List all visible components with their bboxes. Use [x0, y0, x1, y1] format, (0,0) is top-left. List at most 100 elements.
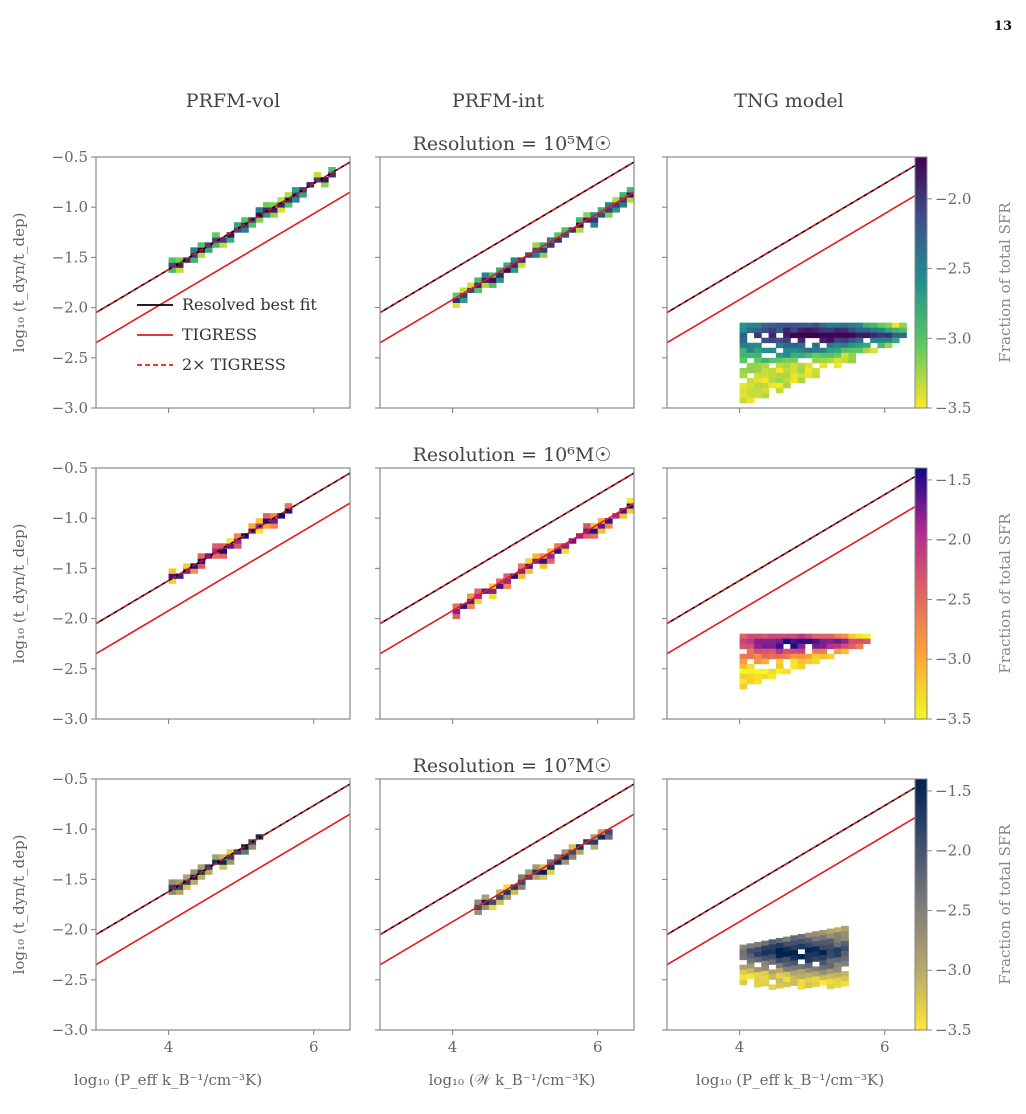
- heatmap-cell: [761, 955, 769, 962]
- heatmap-cell: [597, 834, 606, 840]
- heatmap-cell: [855, 327, 864, 334]
- heatmap-cell: [797, 954, 806, 960]
- heatmap-cell: [739, 638, 748, 645]
- heatmap-cell: [481, 894, 490, 900]
- heatmap-cell: [488, 899, 497, 905]
- heatmap-cell: [241, 217, 249, 223]
- heatmap-cell: [790, 970, 799, 976]
- x-axis-label-prfm-vol: log₁₀ (P_eff k_B⁻¹/cm⁻³K): [74, 1071, 262, 1089]
- heatmap-cell: [826, 357, 835, 364]
- line-tigress: [666, 813, 922, 966]
- heatmap-cell: [833, 972, 842, 978]
- heatmap-cell: [183, 884, 191, 890]
- heatmap-cell: [746, 663, 755, 670]
- heatmap-cell: [783, 382, 791, 389]
- heatmap-cell: [175, 262, 184, 268]
- heatmap-cell: [797, 984, 806, 990]
- heatmap-cell: [739, 347, 748, 354]
- heatmap-cell: [797, 377, 806, 384]
- heatmap-cell: [270, 523, 278, 529]
- heatmap-cell: [884, 337, 893, 344]
- heatmap-cell: [761, 392, 769, 399]
- heatmap-cell: [754, 668, 762, 675]
- heatmap-cell: [841, 643, 849, 650]
- heatmap-cell: [783, 946, 791, 953]
- heatmap-cell: [291, 187, 300, 193]
- heatmap-cell: [891, 332, 900, 339]
- heatmap-cell: [775, 377, 784, 384]
- heatmap-cell: [775, 978, 784, 984]
- heatmap-cell: [248, 844, 257, 850]
- heatmap-cell: [291, 197, 300, 203]
- heatmap-cell: [746, 973, 755, 979]
- heatmap-cell: [510, 884, 519, 890]
- axes-frame-r2c1: [379, 778, 635, 1031]
- heatmap-cell: [175, 884, 184, 890]
- heatmap-cell: [775, 983, 784, 989]
- heatmap-cell: [819, 633, 828, 640]
- heatmap-cell: [804, 972, 813, 979]
- heatmap-cell: [826, 327, 835, 334]
- heatmap-cell: [797, 337, 806, 344]
- heatmap-cell: [848, 633, 857, 640]
- heatmap-cell: [899, 332, 907, 339]
- heatmap-cell: [575, 217, 584, 223]
- heatmap-cell: [488, 282, 497, 288]
- heatmap-cell: [775, 968, 784, 974]
- heatmap-cell: [546, 548, 555, 554]
- heatmap-cell: [754, 347, 762, 354]
- heatmap-cell: [841, 633, 849, 640]
- heatmap-cell: [826, 347, 835, 354]
- heatmap-cell: [775, 337, 784, 344]
- heatmap-cell: [575, 849, 584, 855]
- heatmap-cell: [783, 347, 791, 354]
- heatmap-cell: [525, 869, 533, 875]
- heatmap-cell: [488, 593, 497, 599]
- heatmap-cell: [255, 217, 264, 223]
- heatmap-cell: [212, 854, 220, 860]
- heatmap-cell: [819, 357, 828, 364]
- heatmap-cell: [746, 397, 755, 404]
- heatmap-cell: [568, 538, 577, 544]
- heatmap-cell: [481, 904, 490, 910]
- heatmap-cell: [746, 678, 755, 685]
- heatmap-cell: [219, 553, 228, 559]
- heatmap-cell: [590, 217, 599, 223]
- heatmap-cell: [826, 352, 835, 359]
- heatmap-cell: [746, 653, 755, 660]
- heatmap-cell: [226, 543, 235, 549]
- heatmap-cell: [212, 548, 220, 554]
- heatmap-cell: [783, 332, 791, 339]
- heatmap-cell: [597, 212, 606, 218]
- heatmap-cell: [775, 327, 784, 334]
- heatmap-cell: [812, 352, 820, 359]
- heatmap-cell: [277, 202, 286, 208]
- heatmap-cell: [590, 844, 599, 850]
- heatmap-cell: [768, 377, 777, 384]
- heatmap-cell: [862, 342, 871, 349]
- heatmap-cell: [474, 909, 482, 915]
- y-tick-label: −3.0: [52, 1021, 88, 1039]
- heatmap-cell: [754, 982, 762, 988]
- colorbar-tick-label: −2.5: [935, 590, 971, 608]
- heatmap-cell: [768, 332, 777, 339]
- heatmap-cell: [754, 967, 762, 973]
- y-tick-label: −1.5: [52, 248, 88, 266]
- heatmap-cell: [797, 663, 806, 670]
- heatmap-cell: [761, 643, 769, 650]
- heatmap-cell: [739, 367, 748, 374]
- heatmap-cell: [775, 382, 784, 389]
- heatmap-cell: [775, 973, 784, 979]
- heatmap-cell: [168, 578, 177, 584]
- heatmap-cell: [790, 327, 799, 334]
- heatmap-cell: [841, 930, 849, 937]
- heatmap-cell: [554, 859, 562, 865]
- heatmap-cell: [819, 975, 828, 981]
- heatmap-cell: [841, 327, 849, 334]
- heatmap-cell: [870, 332, 878, 339]
- heatmap-cell: [746, 322, 755, 329]
- heatmap-cell: [841, 352, 849, 359]
- heatmap-cell: [183, 874, 191, 880]
- heatmap-cell: [532, 553, 541, 559]
- heatmap-r2c2: [739, 925, 849, 990]
